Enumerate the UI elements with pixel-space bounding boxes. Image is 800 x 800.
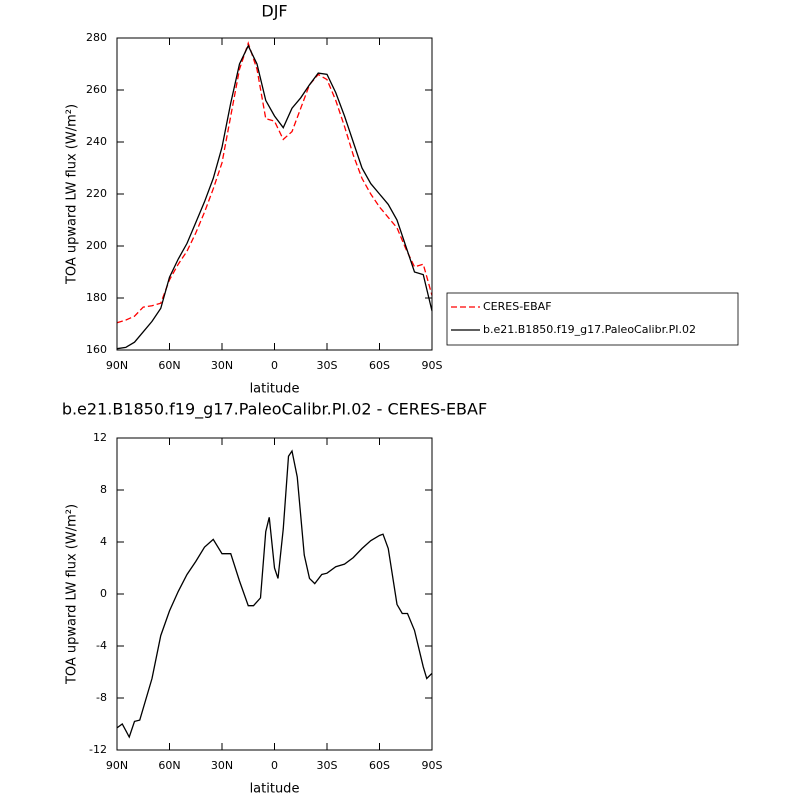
y-tick-label: 180 [86,291,107,304]
y-tick-label: 220 [86,187,107,200]
y-tick-label: 8 [100,483,107,496]
y-tick-label: 12 [93,431,107,444]
x-tick-label: 90S [422,759,443,772]
y-tick-label: 0 [100,587,107,600]
y-tick-label: 160 [86,343,107,356]
x-tick-label: 30S [317,359,338,372]
x-tick-label: 0 [271,759,278,772]
x-tick-label: 30S [317,759,338,772]
x-tick-label: 60N [158,759,180,772]
y-tick-label: 4 [100,535,107,548]
x-tick-label: 30N [211,759,233,772]
data-line [116,44,433,350]
x-tick-label: 30N [211,359,233,372]
y-tick-label: 280 [86,31,107,44]
x-tick-label: 90N [106,359,128,372]
data-line [116,449,433,739]
y-tick-label: 260 [86,83,107,96]
x-tick-label: 60S [369,359,390,372]
y-axis-label: TOA upward LW flux (W/m²) [65,504,80,685]
y-tick-label: 240 [86,135,107,148]
x-tick-label: 90S [422,359,443,372]
x-axis-label: latitude [250,782,300,797]
plot-frame [116,437,433,751]
y-tick-label: 200 [86,239,107,252]
plot-frame [116,37,433,351]
y-tick-label: -4 [96,639,107,652]
x-axis-label: latitude [250,382,300,397]
legend-box [446,292,739,346]
y-axis-label: TOA upward LW flux (W/m²) [65,104,80,285]
x-tick-label: 60S [369,759,390,772]
x-tick-label: 90N [106,759,128,772]
y-tick-label: -8 [96,691,107,704]
legend-label: CERES-EBAF [483,300,552,313]
x-tick-label: 60N [158,359,180,372]
x-tick-label: 0 [271,359,278,372]
y-tick-label: -12 [89,743,107,756]
data-line [116,41,433,324]
chart-title: b.e21.B1850.f19_g17.PaleoCalibr.PI.02 - … [62,400,487,420]
chart-title: DJF [261,2,287,21]
legend-label: b.e21.B1850.f19_g17.PaleoCalibr.PI.02 [483,323,696,336]
